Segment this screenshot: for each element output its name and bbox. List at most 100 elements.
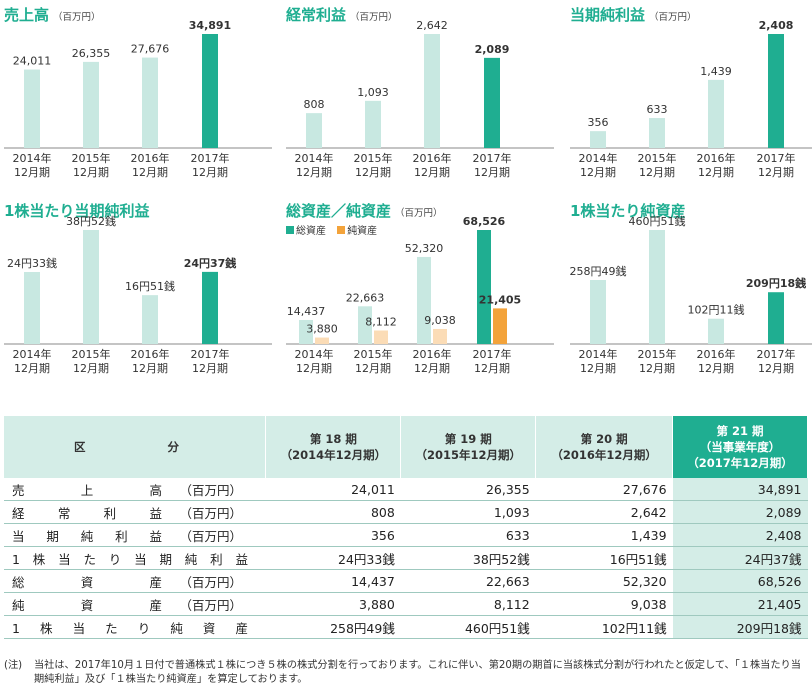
summary-table: 区分 第 18 期（2014年12月期） 第 19 期（2015年12月期） 第…	[4, 416, 808, 639]
x-tick-label: 2016年	[413, 151, 452, 165]
chart-title: 当期純利益 （百万円）	[570, 6, 697, 24]
x-tick-label: 12月期	[132, 362, 168, 375]
x-tick-label: 2014年	[295, 347, 334, 361]
bar	[484, 57, 500, 149]
table-cell: 24円33銭	[265, 546, 401, 570]
x-tick-label: 2017年	[191, 347, 230, 361]
legend-swatch-total-assets	[286, 225, 294, 234]
table-header-current-period: 第 21 期（当事業年度） （2017年12月期）	[672, 416, 808, 478]
x-tick-label: 2015年	[72, 347, 111, 361]
table-cell: 1,093	[400, 500, 536, 524]
bar	[433, 328, 447, 344]
bar	[24, 69, 40, 148]
row-label: 総資産 （百万円）	[4, 569, 266, 593]
bar-chart-assets: 14,437 22,663 52,320 68,526 3,880 8,112 9,038 2…	[286, 215, 554, 375]
x-tick-label: 12月期	[580, 362, 616, 375]
bar-chart-bps: 258円49銭460円51銭102円11銭209円18銭2014年12月期201…	[570, 215, 812, 375]
bar	[649, 230, 665, 344]
x-tick-label: 2017年	[473, 347, 512, 361]
bar	[83, 61, 99, 148]
x-tick-label: 12月期	[414, 362, 450, 375]
x-tick-label: 12月期	[639, 166, 675, 179]
x-tick-label: 12月期	[698, 166, 734, 179]
x-tick-label: 12月期	[758, 166, 794, 179]
x-tick-label: 2017年	[757, 151, 796, 165]
table-cell: 22,663	[400, 569, 536, 593]
table-cell: 633	[400, 523, 536, 547]
table-cell: 34,891	[672, 478, 808, 501]
x-tick-label: 2014年	[579, 151, 618, 165]
bar-chart-net-income: 3566331,4392,4082014年12月期2015年12月期2016年1…	[570, 19, 812, 179]
x-tick-label: 12月期	[639, 362, 675, 375]
table-row: 総資産 （百万円） 14,437 22,663 52,320 68,526	[4, 569, 808, 593]
data-label: 808	[304, 98, 325, 111]
data-label: 22,663	[346, 291, 385, 304]
data-label: 14,437	[287, 305, 326, 318]
data-label: 27,676	[131, 43, 170, 56]
bar	[477, 230, 491, 344]
bar	[708, 79, 724, 148]
data-label: 8,112	[365, 316, 397, 329]
bar	[142, 57, 158, 148]
chart-panel-sales: 売上高 （百万円） 24,011 26,355 27,676 34,891 2014年 12…	[4, 4, 272, 194]
row-label: 売上高 （百万円）	[4, 478, 266, 501]
table-cell: 8,112	[400, 592, 536, 616]
data-label: 16円51銭	[125, 280, 175, 293]
bar	[590, 280, 606, 344]
x-tick-label: 12月期	[132, 166, 168, 179]
chart-panel-net-income: 当期純利益 （百万円） 356 633 1,439 2,408 2014年 12月期 2015…	[570, 4, 812, 194]
bar-chart-eps: 24円33銭38円52銭16円51銭24円37銭2014年12月期2015年12…	[4, 215, 272, 375]
data-label: 258円49銭	[570, 265, 627, 278]
data-label: 2,089	[475, 43, 510, 56]
x-tick-label: 12月期	[474, 362, 510, 375]
table-cell: 3,880	[265, 592, 401, 616]
table-row: 1株当たり当期純利益 24円33銭 38円52銭 16円51銭 24円37銭	[4, 546, 808, 570]
table-cell: 24円37銭	[672, 546, 808, 570]
table-cell: 68,526	[672, 569, 808, 593]
table-cell: 808	[265, 500, 401, 524]
data-label: 24円37銭	[184, 256, 237, 270]
bar	[768, 34, 784, 148]
table-cell: 21,405	[672, 592, 808, 616]
table-cell: 258円49銭	[265, 615, 401, 639]
x-tick-label: 12月期	[192, 362, 228, 375]
x-tick-label: 2015年	[354, 347, 393, 361]
chart-title: 総資産／純資産 （百万円）	[286, 202, 443, 220]
table-cell: 26,355	[400, 478, 536, 501]
table-cell: 9,038	[535, 592, 673, 616]
table-row: 売上高 （百万円） 24,011 26,355 27,676 34,891	[4, 478, 808, 501]
data-label: 102円11銭	[688, 304, 745, 317]
x-tick-label: 2014年	[579, 347, 618, 361]
row-label: 純資産 （百万円）	[4, 592, 266, 616]
table-cell: 1,439	[535, 523, 673, 547]
data-label: 2,642	[416, 19, 448, 32]
bar	[299, 319, 313, 344]
table-cell: 2,642	[535, 500, 673, 524]
bar	[358, 306, 372, 344]
table-header-period: 第 19 期（2015年12月期）	[400, 416, 537, 478]
bar	[590, 131, 606, 148]
row-label: 1株当たり純資産	[4, 615, 266, 639]
x-tick-label: 12月期	[192, 166, 228, 179]
data-label: 9,038	[424, 314, 456, 327]
legend-label: 総資産	[296, 226, 326, 237]
data-label: 460円51銭	[629, 215, 686, 228]
table-header-period: 第 20 期（2016年12月期）	[535, 416, 674, 478]
x-tick-label: 12月期	[758, 362, 794, 375]
table-row: 1株当たり純資産 258円49銭 460円51銭 102円11銭 209円18銭	[4, 615, 808, 639]
data-label: 34,891	[189, 19, 231, 32]
x-tick-label: 12月期	[14, 362, 50, 375]
bar	[306, 113, 322, 148]
table-cell: 38円52銭	[400, 546, 536, 570]
x-tick-label: 12月期	[296, 362, 332, 375]
x-tick-label: 12月期	[474, 166, 510, 179]
x-tick-label: 2014年	[295, 151, 334, 165]
x-tick-label: 2016年	[697, 151, 736, 165]
bar	[202, 271, 218, 344]
footnote-text: 当社は、2017年10月１日付で普通株式１株につき５株の株式分割を行っております…	[34, 660, 801, 685]
bar	[365, 100, 381, 148]
chart-legend: 総資産 純資産	[286, 222, 385, 237]
bar	[768, 292, 784, 344]
table-row: 当期純利益 （百万円） 356 633 1,439 2,408	[4, 523, 808, 547]
